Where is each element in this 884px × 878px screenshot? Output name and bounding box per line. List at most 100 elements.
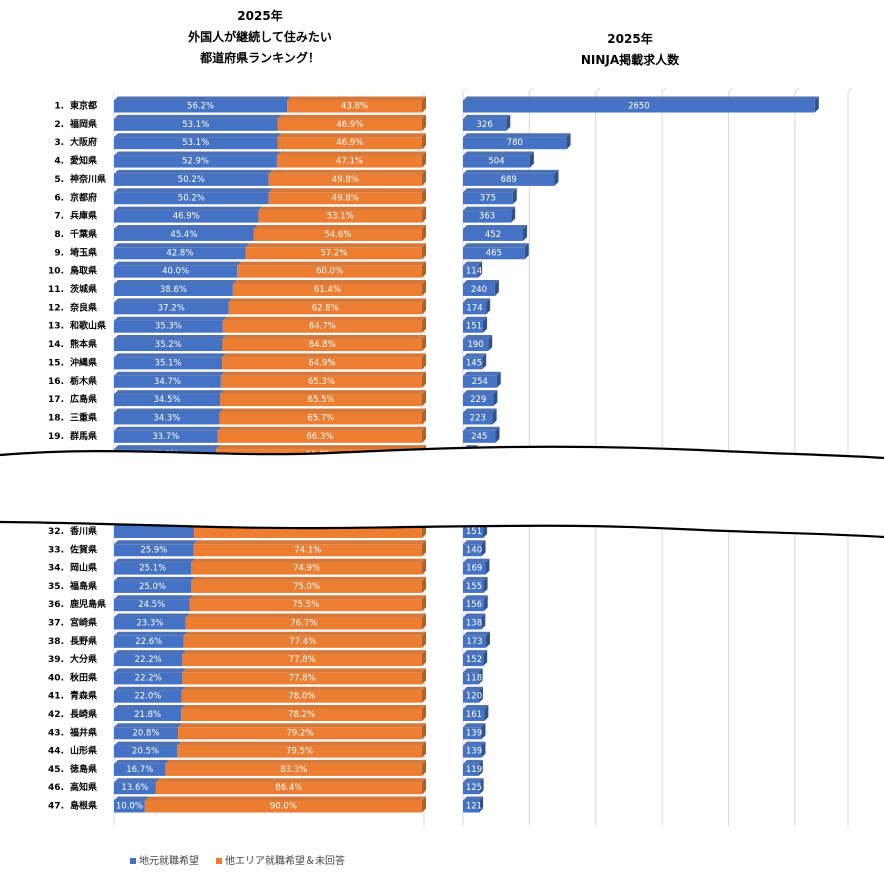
bar-local-top <box>114 261 242 266</box>
bar-other <box>191 580 422 593</box>
data-label-jobs: 190 <box>467 340 483 350</box>
bar-other <box>155 782 422 795</box>
prefecture-name: 福岡県 <box>69 118 97 130</box>
prefecture-name: 鹿児島県 <box>69 598 106 610</box>
data-label-other: 78.0% <box>288 692 315 702</box>
bar-end-face <box>422 188 426 205</box>
bar-local-top <box>114 558 196 563</box>
bar-end-face <box>422 96 426 113</box>
bar-jobs <box>463 800 480 813</box>
legend-item-other: 他エリア就職希望＆未回答 <box>216 852 345 867</box>
data-label-other: 77.8% <box>289 673 316 683</box>
bar-other-top <box>232 280 426 284</box>
bar-other <box>181 690 422 703</box>
bar-local <box>114 709 182 721</box>
data-label-other: 64.8% <box>309 340 336 350</box>
rank-number: 9. <box>54 248 64 258</box>
bar-jobs-top <box>463 390 498 395</box>
rank-number: 18. <box>48 413 64 423</box>
bar-jobs-top <box>463 298 491 303</box>
bar-jobs-top <box>463 723 486 728</box>
bar-jobs <box>463 394 494 407</box>
bar-end-face <box>422 114 426 131</box>
bar-jobs-top <box>463 576 488 581</box>
rank-number: 14. <box>48 340 64 350</box>
ranking-title-line-1: 2025年 <box>237 9 283 23</box>
data-label-jobs: 151 <box>466 322 482 332</box>
bar-other-top <box>245 243 426 248</box>
bar-other <box>185 617 422 630</box>
data-label-other: 43.8% <box>341 102 368 112</box>
bar-other-top <box>193 540 426 545</box>
bar-other <box>220 394 422 407</box>
bar-local <box>114 745 178 758</box>
bar-local-top <box>114 426 222 431</box>
bar-local-top <box>114 613 190 618</box>
prefecture-name: 高知県 <box>70 781 97 793</box>
prefecture-name: 熊本県 <box>70 338 97 350</box>
data-label-local: 22.2% <box>135 655 162 665</box>
prefecture-name: 茨城県 <box>70 283 97 295</box>
bar-jobs <box>463 192 513 205</box>
bar-jobs-end-face <box>479 778 484 795</box>
bar-local-top <box>114 631 188 636</box>
bar-other-top <box>181 686 426 691</box>
bar-jobs <box>463 228 524 241</box>
data-label-local: 46.9% <box>173 212 200 222</box>
data-label-jobs: 240 <box>471 285 487 295</box>
bar-local-top <box>114 796 149 801</box>
rank-number: 16. <box>48 377 64 387</box>
jobs-chart-title: 2025年 NINJA掲載求人数 <box>540 29 720 71</box>
data-label-other: 74.1% <box>294 545 321 555</box>
bar-other <box>219 412 422 425</box>
bar-other <box>222 339 422 352</box>
bar-jobs-end-face <box>478 759 483 776</box>
bar-local <box>114 526 195 538</box>
bar-jobs <box>463 654 484 667</box>
bar-local-top <box>114 371 225 376</box>
bar-end-face <box>422 759 426 776</box>
data-label-jobs: 118 <box>466 673 482 683</box>
data-label-local: 45.4% <box>170 230 197 240</box>
prefecture-name: 山形県 <box>70 745 97 757</box>
jobs-title-line-1: 2025年 <box>607 32 653 46</box>
bar-jobs-end-face <box>485 631 490 648</box>
bar-local-top <box>114 445 221 450</box>
grid-line-top-cap <box>595 87 601 93</box>
prefecture-name: 徳島県 <box>69 763 97 775</box>
bar-local-top <box>114 169 273 174</box>
bar-local <box>114 192 269 205</box>
bar-local-top <box>114 540 198 545</box>
bar-other-top <box>277 114 426 119</box>
bar-other <box>194 526 422 538</box>
bar-local-top <box>114 650 187 655</box>
data-label-jobs: 161 <box>466 710 482 720</box>
bar-other-top <box>268 188 426 193</box>
bar-end-face <box>422 540 426 557</box>
bar-jobs <box>463 727 482 740</box>
prefecture-name: 神奈川県 <box>70 173 106 185</box>
bar-end-face <box>422 576 426 593</box>
bar-jobs-top <box>463 631 490 636</box>
data-label-other: 65.5% <box>308 395 335 405</box>
legend-swatch-local <box>130 858 136 864</box>
bar-jobs <box>463 635 486 648</box>
data-label-local: 20.8% <box>133 728 160 738</box>
bar-jobs-end-face <box>495 426 500 443</box>
data-label-other: 77.8% <box>289 655 316 665</box>
data-label-local: 38.6% <box>160 285 187 295</box>
data-label-jobs: 363 <box>479 212 495 222</box>
bar-jobs <box>463 320 484 333</box>
bar-other-top <box>220 371 426 376</box>
rank-number: 46. <box>48 783 64 793</box>
bar-jobs-end-face <box>506 114 511 131</box>
bar-local-top <box>114 686 186 691</box>
bar-local <box>114 247 246 260</box>
prefecture-name: 沖縄県 <box>70 356 97 368</box>
bar-local-top <box>114 335 227 340</box>
data-label-jobs: 173 <box>466 637 482 647</box>
bar-other-top <box>258 206 426 211</box>
data-label-local: 50.2% <box>178 175 205 185</box>
bar-end-face <box>422 335 426 352</box>
rank-number: 17. <box>48 395 64 405</box>
